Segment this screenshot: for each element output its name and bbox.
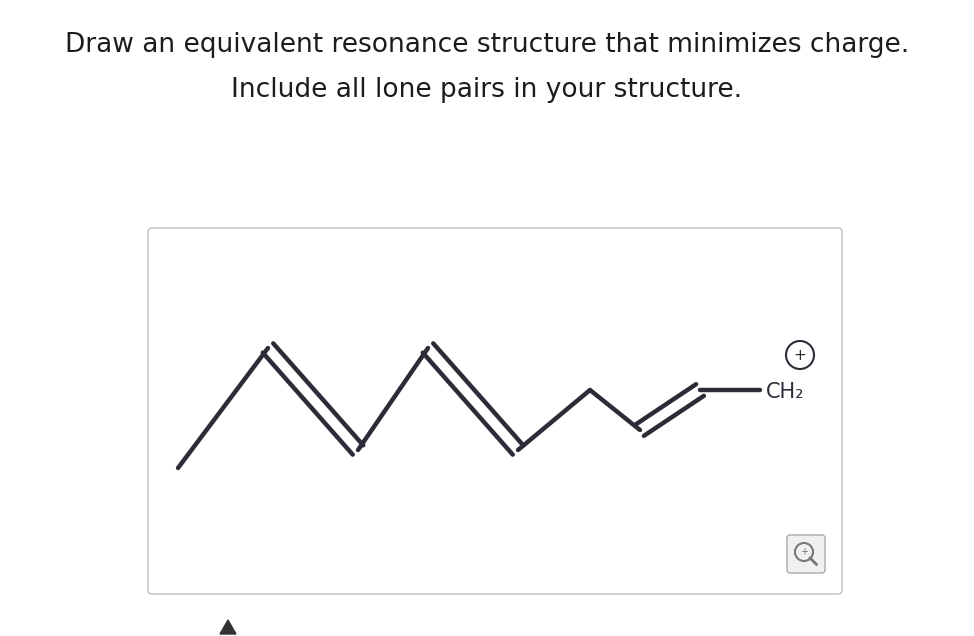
Polygon shape: [220, 620, 236, 634]
Text: Draw an equivalent resonance structure that minimizes charge.: Draw an equivalent resonance structure t…: [65, 32, 909, 58]
Text: +: +: [800, 547, 808, 557]
FancyBboxPatch shape: [148, 228, 842, 594]
Text: CH₂: CH₂: [766, 382, 805, 402]
Text: Include all lone pairs in your structure.: Include all lone pairs in your structure…: [232, 77, 742, 103]
FancyBboxPatch shape: [787, 535, 825, 573]
Text: +: +: [794, 347, 806, 363]
